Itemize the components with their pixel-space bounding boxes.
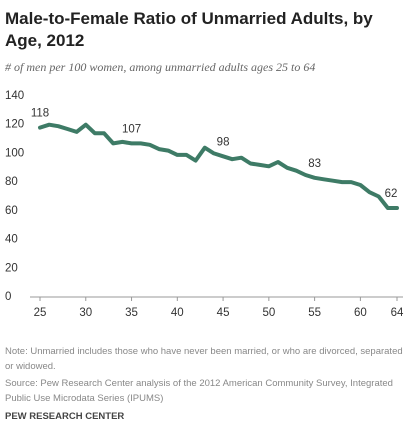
x-tick-label: 60 [354, 307, 367, 319]
data-label: 83 [308, 158, 321, 170]
y-tick-label: 80 [5, 176, 18, 188]
chart: 0 20 40 60 80 100 120 140 25 30 35 40 45 50 55 60 64 118 1… [5, 90, 404, 319]
y-tick-label: 120 [5, 119, 24, 131]
x-tick-label: 30 [79, 307, 92, 319]
y-tick-label: 20 [5, 262, 18, 274]
chart-title: Male-to-Female Ratio of Unmarried Adults… [5, 9, 373, 50]
y-tick-label: 60 [5, 205, 18, 217]
x-tick-label: 64 [391, 307, 404, 319]
x-tick-label: 35 [125, 307, 138, 319]
footer: PEW RESEARCH CENTER [5, 411, 125, 422]
source: Source: Pew Research Center analysis of … [5, 378, 393, 404]
x-tick-label: 50 [262, 307, 275, 319]
data-label: 107 [122, 123, 141, 135]
y-tick-label: 140 [5, 90, 24, 102]
note: Note: Unmarried includes those who have … [5, 346, 403, 372]
data-label: 118 [31, 108, 49, 120]
y-tick-label: 0 [5, 291, 11, 303]
chart-subtitle: # of men per 100 women, among unmarried … [5, 60, 316, 74]
x-tick-label: 55 [308, 307, 321, 319]
y-tick-label: 40 [5, 234, 18, 246]
line-series [38, 122, 399, 210]
y-tick-label: 100 [5, 147, 24, 159]
data-label: 98 [217, 136, 230, 148]
x-tick-label: 25 [34, 307, 47, 319]
x-tick-label: 40 [171, 307, 184, 319]
data-label: 62 [385, 188, 398, 200]
x-tick-label: 45 [217, 307, 230, 319]
